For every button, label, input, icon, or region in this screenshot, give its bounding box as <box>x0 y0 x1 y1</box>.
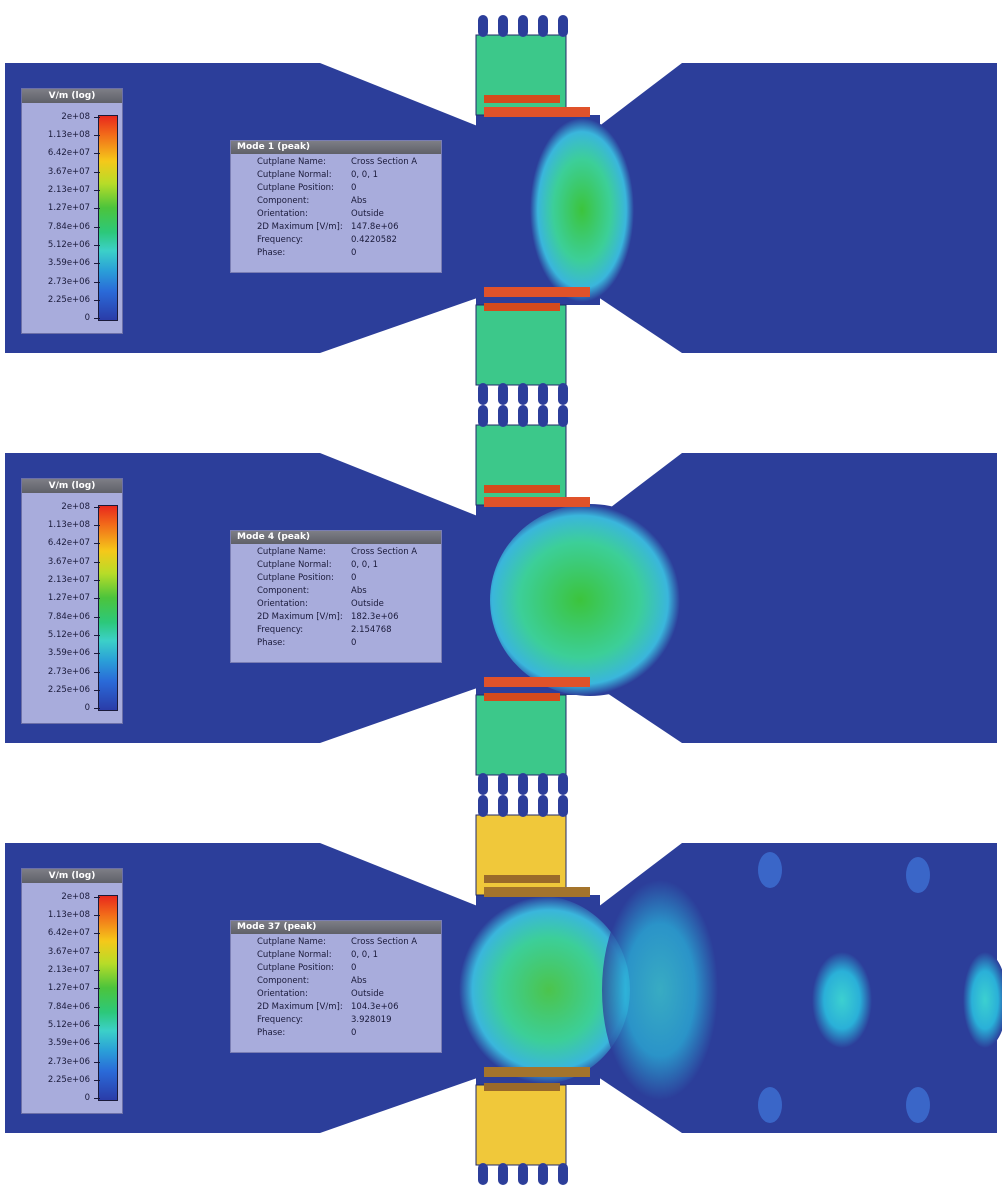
info-row: Component: Abs <box>257 196 367 206</box>
legend-tick: 2.25e+06 <box>22 685 100 695</box>
legend-tick: 6.42e+07 <box>22 928 100 938</box>
legend-title: V/m (log) <box>22 89 122 103</box>
field-plot-1 <box>5 15 997 405</box>
legend-tick: 5.12e+06 <box>22 630 100 640</box>
legend-tick: 1.27e+07 <box>22 203 100 213</box>
info-row: 2D Maximum [V/m]: 104.3e+06 <box>257 1002 399 1012</box>
legend-tick: 3.67e+07 <box>22 557 100 567</box>
info-row: Frequency: 0.4220582 <box>257 235 397 245</box>
legend-tick: 2e+08 <box>22 112 100 122</box>
legend-tick: 1.13e+08 <box>22 520 100 530</box>
info-box-1: Mode 1 (peak) Cutplane Name: Cross Sectio… <box>230 140 442 273</box>
legend-tick: 2e+08 <box>22 892 100 902</box>
info-row: 2D Maximum [V/m]: 182.3e+06 <box>257 612 399 622</box>
legend-tick: 2.25e+06 <box>22 295 100 305</box>
legend-tick: 0 <box>22 313 100 323</box>
legend-tick: 5.12e+06 <box>22 240 100 250</box>
info-row: Frequency: 2.154768 <box>257 625 392 635</box>
info-title: Mode 1 (peak) <box>231 141 441 154</box>
info-row: Cutplane Name: Cross Section A <box>257 157 418 167</box>
legend-tick: 6.42e+07 <box>22 148 100 158</box>
legend-tick: 3.67e+07 <box>22 167 100 177</box>
legend-tick: 7.84e+06 <box>22 222 100 232</box>
legend-tick: 2.13e+07 <box>22 965 100 975</box>
mode-panel-1: V/m (log) 2e+08 1.13e+08 6.42e+07 3.67e+… <box>0 15 1002 405</box>
colorbar-legend-2: V/m (log) 2e+08 1.13e+08 6.42e+07 3.67e+… <box>21 478 123 724</box>
legend-tick: 2.73e+06 <box>22 667 100 677</box>
info-row: Cutplane Normal: 0, 0, 1 <box>257 560 379 570</box>
colorbar-legend-1: V/m (log) 2e+08 1.13e+08 6.42e+07 3.67e+… <box>21 88 123 334</box>
legend-tick: 0 <box>22 1093 100 1103</box>
legend-tick: 3.59e+06 <box>22 258 100 268</box>
info-box-2: Mode 4 (peak) Cutplane Name: Cross Sectio… <box>230 530 442 663</box>
info-row: Cutplane Position: 0 <box>257 183 357 193</box>
info-row: Phase: 0 <box>257 638 357 648</box>
info-row: Orientation: Outside <box>257 989 384 999</box>
mode-panel-3: V/m (log) 2e+08 1.13e+08 6.42e+07 3.67e+… <box>0 795 1002 1185</box>
legend-tick: 0 <box>22 703 100 713</box>
legend-tick: 3.67e+07 <box>22 947 100 957</box>
legend-tick: 7.84e+06 <box>22 1002 100 1012</box>
legend-tick: 2e+08 <box>22 502 100 512</box>
info-row: Component: Abs <box>257 976 367 986</box>
info-row: Cutplane Normal: 0, 0, 1 <box>257 950 379 960</box>
legend-tick: 3.59e+06 <box>22 648 100 658</box>
legend-tick: 2.73e+06 <box>22 1057 100 1067</box>
legend-tick: 2.25e+06 <box>22 1075 100 1085</box>
info-title: Mode 37 (peak) <box>231 921 441 934</box>
legend-tick: 1.27e+07 <box>22 593 100 603</box>
info-row: Phase: 0 <box>257 248 357 258</box>
legend-tick: 7.84e+06 <box>22 612 100 622</box>
legend-title: V/m (log) <box>22 869 122 883</box>
mode-panel-2: V/m (log) 2e+08 1.13e+08 6.42e+07 3.67e+… <box>0 405 1002 795</box>
info-title: Mode 4 (peak) <box>231 531 441 544</box>
info-row: Phase: 0 <box>257 1028 357 1038</box>
legend-tick: 6.42e+07 <box>22 538 100 548</box>
legend-tick: 2.13e+07 <box>22 185 100 195</box>
info-row: Frequency: 3.928019 <box>257 1015 392 1025</box>
info-row: Cutplane Name: Cross Section A <box>257 547 418 557</box>
field-plot-3 <box>5 795 1002 1185</box>
info-row: Cutplane Name: Cross Section A <box>257 937 418 947</box>
legend-tick: 3.59e+06 <box>22 1038 100 1048</box>
legend-tick: 1.27e+07 <box>22 983 100 993</box>
info-row: Orientation: Outside <box>257 599 384 609</box>
info-row: Cutplane Normal: 0, 0, 1 <box>257 170 379 180</box>
legend-tick: 5.12e+06 <box>22 1020 100 1030</box>
info-row: 2D Maximum [V/m]: 147.8e+06 <box>257 222 399 232</box>
colorbar <box>98 895 118 1101</box>
legend-title: V/m (log) <box>22 479 122 493</box>
field-plot-2 <box>5 405 997 795</box>
colorbar <box>98 505 118 711</box>
colorbar-legend-3: V/m (log) 2e+08 1.13e+08 6.42e+07 3.67e+… <box>21 868 123 1114</box>
legend-tick: 2.73e+06 <box>22 277 100 287</box>
info-row: Orientation: Outside <box>257 209 384 219</box>
info-row: Component: Abs <box>257 586 367 596</box>
legend-tick: 1.13e+08 <box>22 910 100 920</box>
info-row: Cutplane Position: 0 <box>257 573 357 583</box>
colorbar <box>98 115 118 321</box>
legend-tick: 2.13e+07 <box>22 575 100 585</box>
legend-tick: 1.13e+08 <box>22 130 100 140</box>
info-box-3: Mode 37 (peak) Cutplane Name: Cross Secti… <box>230 920 442 1053</box>
info-row: Cutplane Position: 0 <box>257 963 357 973</box>
